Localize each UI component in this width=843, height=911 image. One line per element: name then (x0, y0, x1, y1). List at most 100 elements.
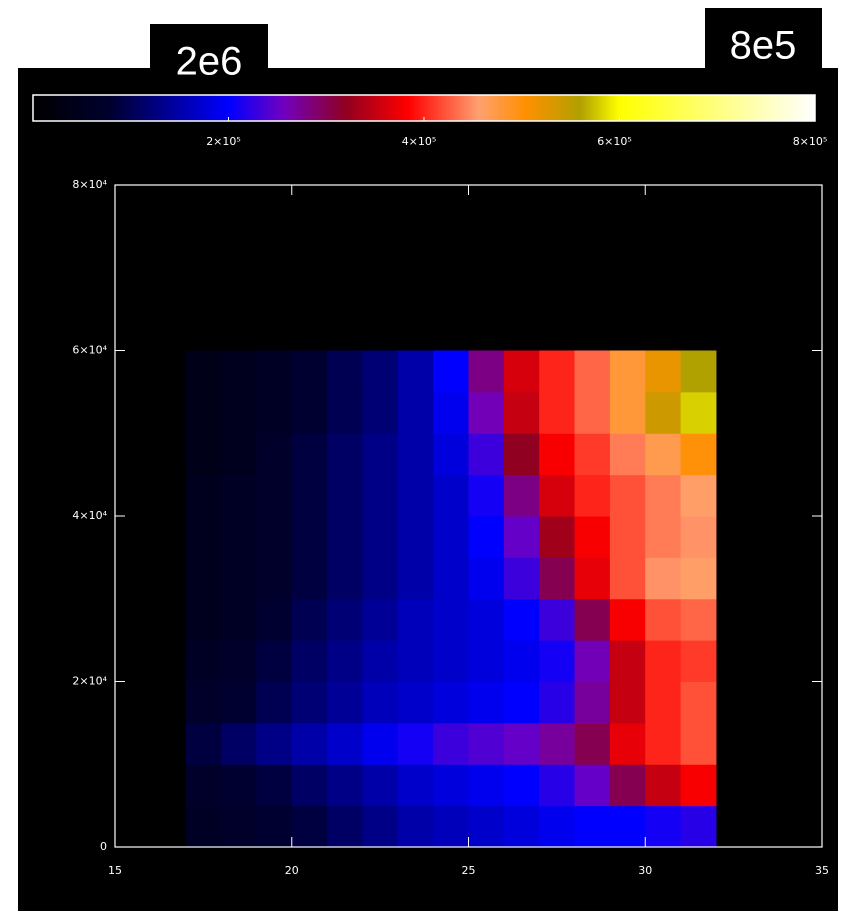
heat-cell (362, 350, 399, 393)
heat-cell (609, 805, 646, 848)
heat-cell (609, 350, 646, 393)
heat-cell (221, 722, 257, 765)
heat-cell (680, 474, 717, 517)
heat-cell (327, 722, 363, 765)
heat-cell (468, 391, 505, 434)
heat-cell (503, 764, 540, 807)
heat-cell (503, 474, 540, 517)
heat-cell (221, 640, 257, 682)
heat-cell (256, 391, 293, 434)
heat-cell (539, 640, 576, 682)
heat-cell (256, 474, 293, 517)
heat-cell (362, 640, 399, 682)
heat-cell (185, 764, 222, 807)
heat-cell (291, 391, 328, 434)
heat-cell (503, 557, 540, 600)
heat-cell (680, 557, 717, 600)
heat-cell (645, 764, 682, 807)
x-tick-label: 30 (638, 864, 652, 877)
heat-cell (503, 391, 540, 434)
heat-cell (291, 598, 328, 641)
heat-cell (503, 681, 540, 724)
heat-cell (574, 722, 611, 765)
heat-cell (327, 681, 363, 724)
heat-cell (503, 598, 540, 641)
heat-cell (397, 681, 434, 724)
heat-cell (185, 598, 222, 641)
heat-cell (397, 764, 434, 807)
heat-cell (362, 391, 399, 434)
heat-cell (362, 722, 399, 765)
heat-cell (539, 474, 576, 517)
heat-cell (468, 598, 505, 641)
heat-cell (574, 598, 611, 641)
colorbar-tick-label: 4×10⁵ (402, 135, 437, 148)
heat-cell (327, 764, 363, 807)
heat-cell (221, 433, 257, 476)
heat-cell (221, 764, 257, 807)
heat-cell (185, 805, 222, 848)
annotation: 8e5 (730, 24, 797, 68)
heat-cell (327, 474, 363, 517)
heat-cell (221, 516, 257, 558)
heat-cell (609, 516, 646, 558)
heat-cell (645, 805, 682, 848)
heat-cell (256, 516, 293, 558)
heat-cell (468, 681, 505, 724)
heat-cell (291, 350, 328, 393)
heat-cell (256, 681, 293, 724)
heat-cell (468, 722, 505, 765)
heat-cell (221, 391, 257, 434)
heat-cell (397, 557, 434, 600)
heat-cell (574, 805, 611, 848)
heat-cell (539, 764, 576, 807)
heat-cell (256, 640, 293, 682)
heat-cell (291, 474, 328, 517)
heat-cell (503, 640, 540, 682)
heat-cell (185, 391, 222, 434)
colorbar-tick-label: 8×10⁵ (793, 135, 828, 148)
heat-cell (574, 681, 611, 724)
heat-cell (539, 805, 576, 848)
heat-cell (291, 681, 328, 724)
heat-cell (291, 433, 328, 476)
heat-cell (539, 391, 576, 434)
heat-cell (362, 598, 399, 641)
heat-cell (574, 474, 611, 517)
annotation-box (705, 8, 822, 70)
heat-cell (397, 640, 434, 682)
heat-cell (680, 350, 717, 393)
heat-cell (503, 433, 540, 476)
heat-cell (327, 350, 363, 393)
heat-cell (539, 598, 576, 641)
heat-cell (185, 433, 222, 476)
heat-cell (680, 516, 717, 558)
colorbar-tick-label: 2×10⁵ (206, 135, 241, 148)
heat-cell (433, 598, 469, 641)
heat-cell (645, 474, 682, 517)
heat-cell (362, 433, 399, 476)
heat-cell (327, 516, 363, 558)
heat-cell (539, 722, 576, 765)
heat-cell (503, 516, 540, 558)
heat-cell (291, 557, 328, 600)
heat-cell (433, 350, 469, 393)
heat-cell (645, 433, 682, 476)
heat-cell (468, 805, 505, 848)
heat-cell (185, 722, 222, 765)
heat-cell (574, 764, 611, 807)
heat-cell (645, 516, 682, 558)
heat-cell (256, 433, 293, 476)
heat-cell (433, 681, 469, 724)
heat-cell (221, 681, 257, 724)
heat-cell (291, 805, 328, 848)
heat-cell (574, 557, 611, 600)
heat-cell (185, 681, 222, 724)
heat-cell (433, 433, 469, 476)
heat-cell (574, 391, 611, 434)
heat-cell (609, 391, 646, 434)
heat-cell (468, 474, 505, 517)
y-tick-label: 4×10⁴ (72, 509, 107, 522)
heat-cell (221, 557, 257, 600)
heat-cell (433, 722, 469, 765)
